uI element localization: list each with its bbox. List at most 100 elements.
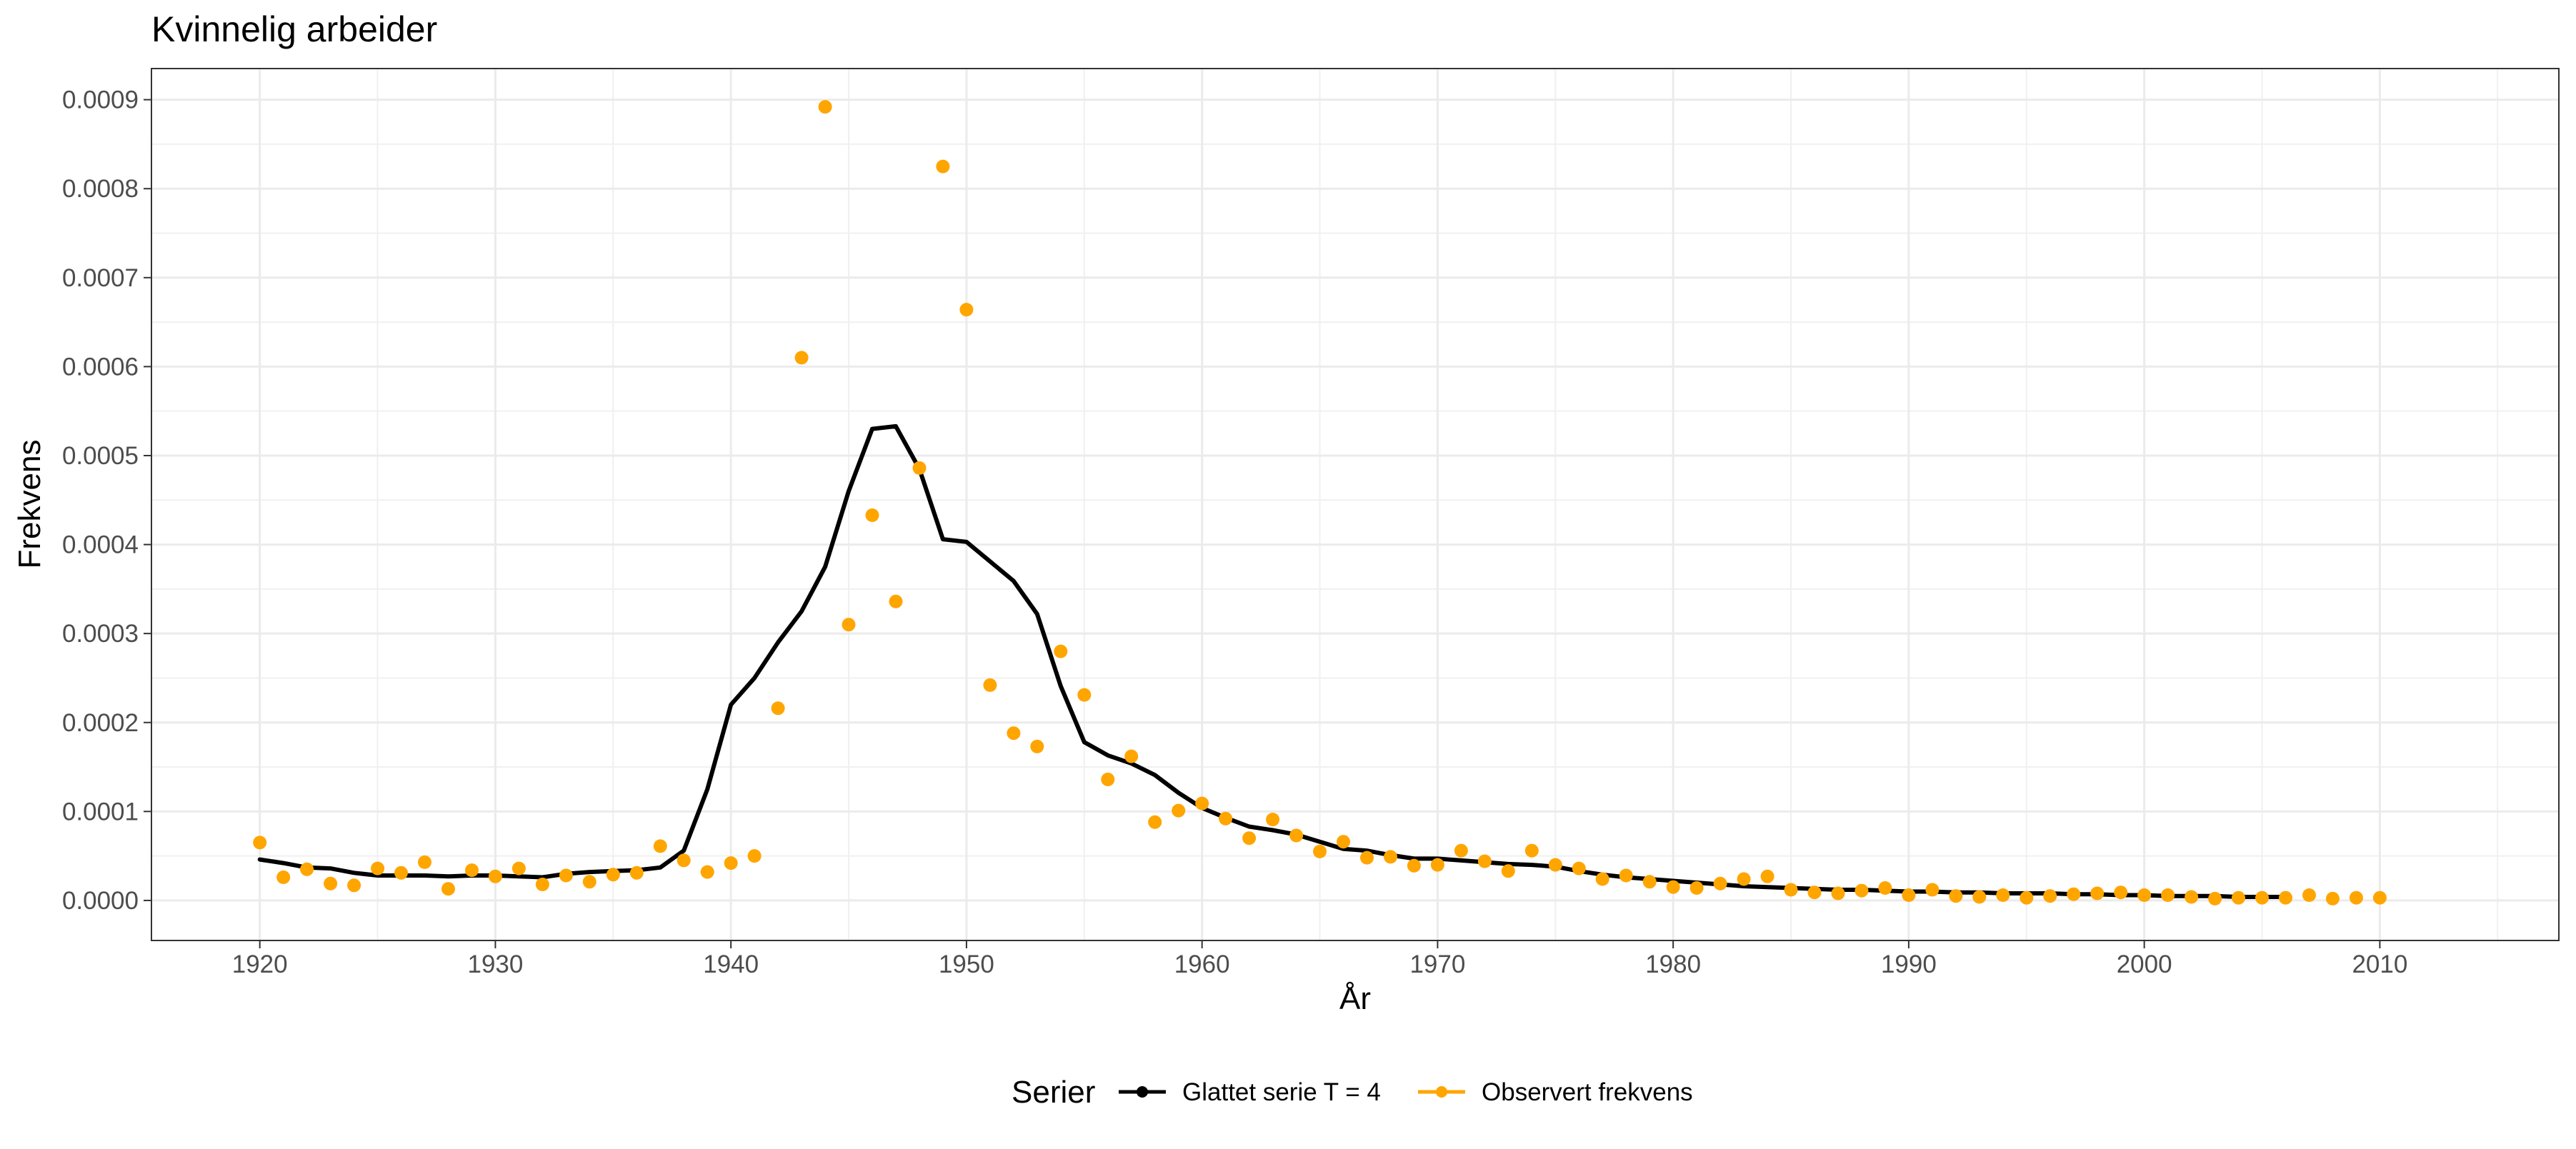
observed-point [1384,850,1397,863]
observed-point [1714,877,1727,890]
observed-point [2255,891,2269,905]
observed-point [2043,889,2057,903]
observed-point [1761,870,1774,883]
y-tick-label: 0.0001 [62,798,139,826]
observed-point [795,351,809,364]
observed-point [819,100,832,114]
observed-point [1596,873,1609,886]
legend: Serier Glattet serie T = 4 Observert fre… [1012,1075,1693,1110]
chart-title: Kvinnelig arbeider [151,9,437,49]
y-tick-label: 0.0006 [62,353,139,381]
y-axis-title: Frekvens [12,440,47,569]
observed-point [1925,883,1939,897]
observed-point [1525,844,1539,858]
observed-point [1195,797,1209,811]
observed-point [2302,888,2316,902]
y-tick-label: 0.0002 [62,709,139,737]
observed-point [1972,890,1986,904]
observed-point [1737,873,1751,886]
observed-point [936,160,949,174]
observed-point [1502,864,1515,878]
legend-dot-smoothed [1137,1086,1148,1098]
x-tick-label: 1950 [939,950,994,978]
observed-point [1832,887,1845,900]
observed-point [1077,688,1091,702]
observed-point [2208,892,2222,905]
observed-point [1360,851,1374,865]
observed-point [394,866,408,880]
observed-point [1407,859,1421,873]
observed-point [1431,858,1444,872]
observed-point [2067,888,2080,901]
observed-point [2185,890,2198,904]
x-tick-label: 1980 [1645,950,1701,978]
plot-panel-background [151,69,2559,940]
observed-point [1054,645,1067,658]
observed-point [1266,813,1279,826]
observed-point [512,862,526,875]
observed-point [1784,883,1798,897]
x-tick-label: 1960 [1174,950,1230,978]
observed-point [1337,835,1350,848]
legend-key-observed [1418,1086,1465,1098]
observed-point [1242,831,1256,845]
observed-point [654,839,667,853]
observed-point [913,461,927,475]
observed-point [1007,726,1020,740]
observed-point [959,303,973,316]
observed-point [2161,888,2175,902]
observed-point [1808,885,1822,899]
y-tick-label: 0.0005 [62,442,139,470]
observed-point [1878,881,1892,895]
x-tick-label: 2010 [2352,950,2407,978]
observed-point [2137,888,2151,902]
observed-point [1902,888,1915,902]
observed-point [1289,829,1303,843]
observed-point [489,870,502,883]
observed-point [465,863,479,877]
y-tick-label: 0.0007 [62,264,139,292]
observed-point [724,856,738,870]
observed-point [1030,740,1044,753]
x-axis-ticks: 1920 1930 1940 1950 1960 1970 1980 1990 2000 2010 [232,940,2408,978]
observed-point [772,701,785,715]
observed-point [2114,885,2127,899]
x-tick-label: 1920 [232,950,288,978]
observed-point [300,863,314,876]
observed-point [630,866,644,880]
observed-point [889,595,903,608]
legend-label-observed: Observert frekvens [1482,1078,1693,1106]
observed-point [1619,869,1633,883]
observed-point [842,618,856,631]
observed-point [253,836,266,849]
grid-minor [151,69,2559,940]
observed-point [1124,750,1138,763]
legend-label-smoothed: Glattet serie T = 4 [1182,1078,1381,1106]
observed-point [2232,891,2245,905]
observed-point [2373,891,2387,905]
observed-point [418,856,431,869]
observed-point [1478,855,1492,868]
observed-point [347,878,361,892]
observed-point [441,882,455,895]
x-tick-label: 1930 [467,950,523,978]
observed-point [2350,891,2363,905]
observed-point [2279,891,2292,905]
observed-point [1643,875,1657,888]
observed-point [606,868,620,881]
observed-point [1172,804,1185,818]
observed-point [276,870,290,884]
observed-point [677,853,691,867]
observed-point [866,508,879,522]
observed-point [2090,887,2104,900]
observed-point [701,865,714,879]
observed-point [2020,891,2033,905]
observed-point [1148,816,1162,829]
x-tick-label: 1940 [703,950,759,978]
observed-point [1313,845,1327,858]
observed-point [1667,880,1680,894]
observed-point [1949,889,1962,903]
legend-title: Serier [1012,1075,1095,1110]
y-tick-label: 0.0004 [62,531,139,559]
observed-point [1454,844,1468,858]
